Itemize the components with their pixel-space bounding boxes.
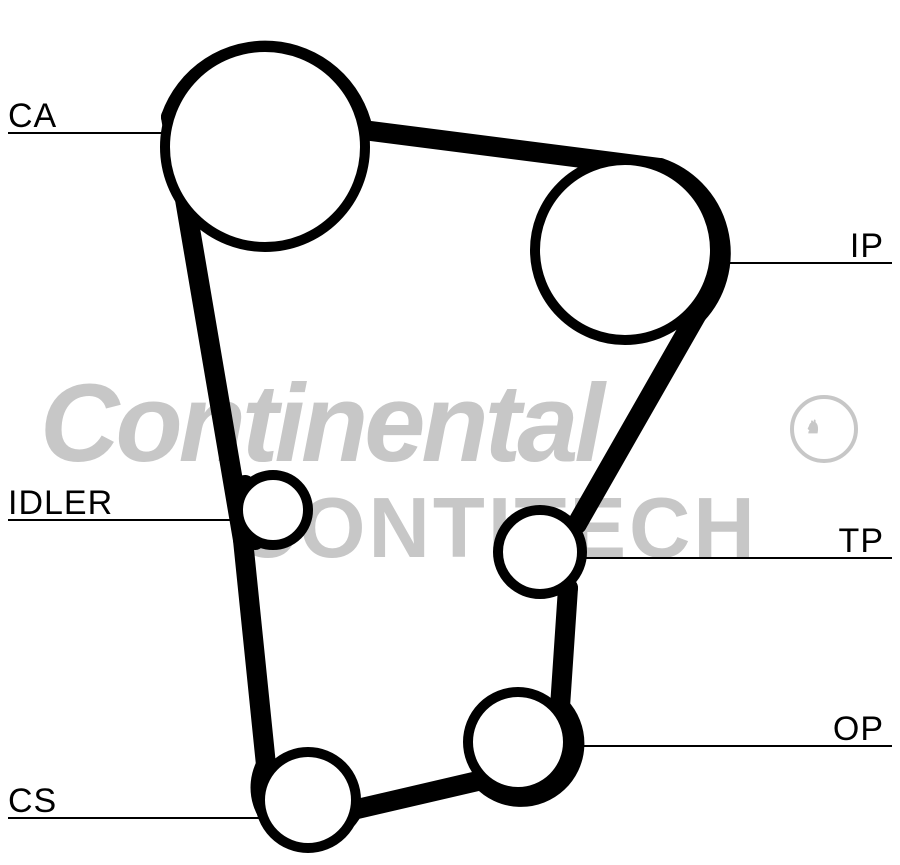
label-idler: IDLER xyxy=(8,484,113,523)
pulley-cs xyxy=(260,752,356,848)
pulley-op xyxy=(468,692,568,792)
belt-diagram-svg xyxy=(0,0,900,865)
label-op: OP xyxy=(833,710,884,749)
label-tp: TP xyxy=(839,522,884,561)
label-ip-text: IP xyxy=(850,227,884,265)
label-cs-text: CS xyxy=(8,782,57,820)
diagram-stage: Continental CONTITECH ♞ CA IP IDLER TP O… xyxy=(0,0,900,865)
label-ca-text: CA xyxy=(8,97,57,135)
pulley-idler xyxy=(238,475,308,545)
label-ip: IP xyxy=(850,227,884,266)
pulley-ip xyxy=(535,160,715,340)
pulleys-group xyxy=(165,47,715,848)
pulley-ca xyxy=(165,47,365,247)
label-tp-text: TP xyxy=(839,522,884,560)
leader-lines-group xyxy=(8,133,892,818)
label-cs: CS xyxy=(8,782,57,821)
pulley-tp xyxy=(498,510,582,594)
label-idler-text: IDLER xyxy=(8,484,113,522)
label-op-text: OP xyxy=(833,710,884,748)
label-ca: CA xyxy=(8,97,57,136)
